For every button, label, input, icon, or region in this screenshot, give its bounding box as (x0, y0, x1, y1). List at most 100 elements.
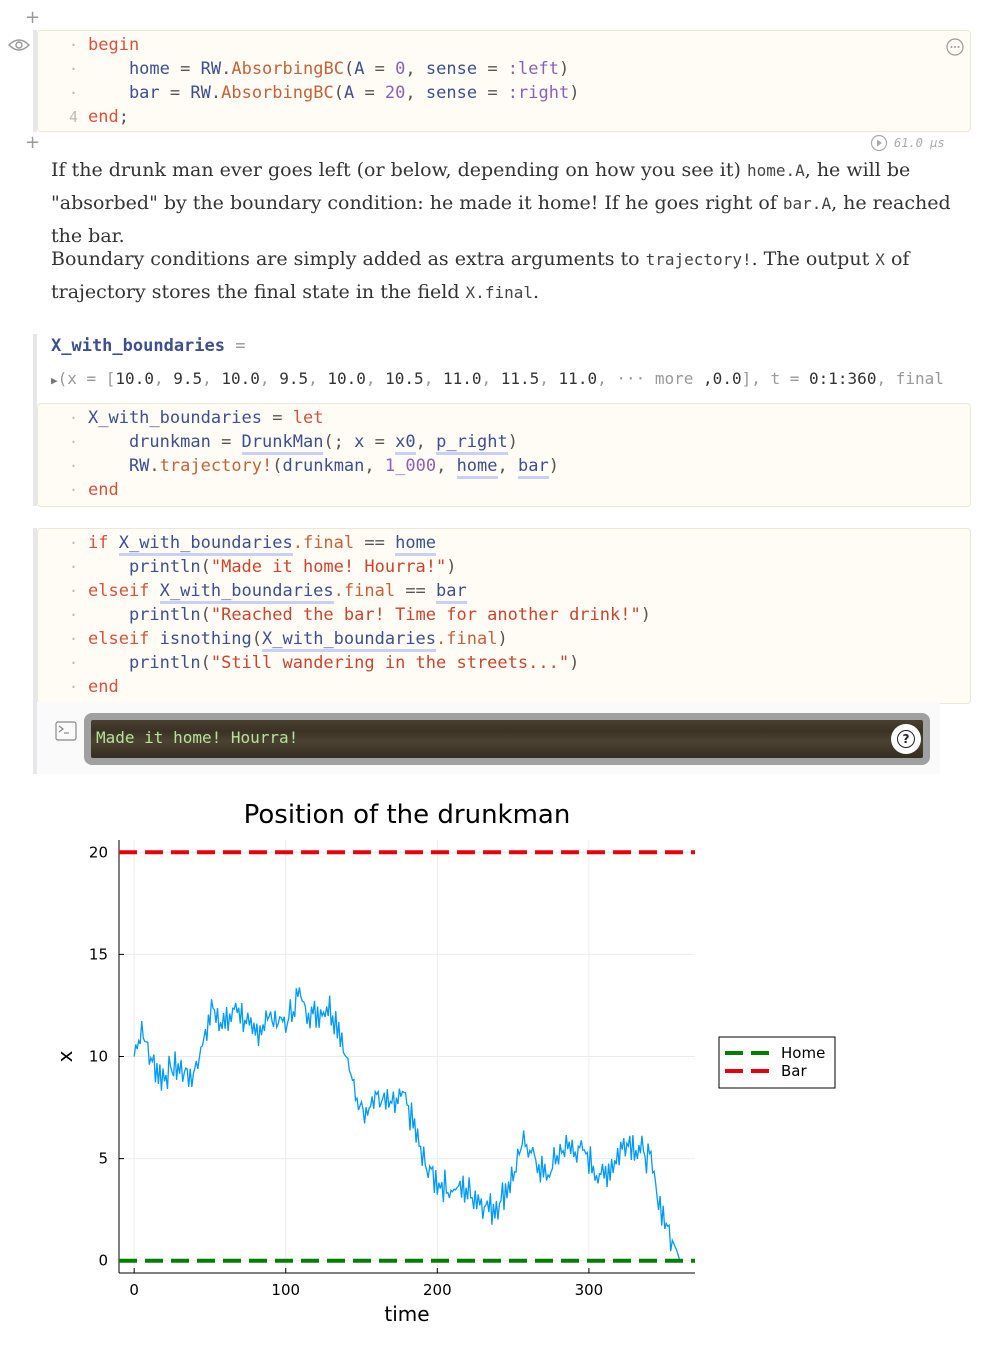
output-tuple-tree[interactable]: ▶(x = [10.0, 9.5, 10.0, 9.5, 10.0, 10.5,… (51, 369, 944, 388)
code-reference-link[interactable]: X_with_boundaries (262, 629, 437, 652)
code-line[interactable]: bar = RW.AbsorbingBC(A = 20, sense = :ri… (88, 81, 580, 105)
x-tick-label: 0 (129, 1281, 139, 1299)
tuple-value: 10.5 (385, 369, 424, 388)
tuple-value: 11.0 (558, 369, 598, 388)
code-token: ( (200, 653, 211, 673)
eye-icon[interactable] (8, 37, 30, 53)
code-line[interactable]: elseif isnothing(X_with_boundaries.final… (88, 627, 508, 652)
line-gutter: · (68, 433, 78, 451)
code-token: "Still wandering in the streets..." (210, 653, 570, 673)
y-tick-label: 15 (89, 945, 108, 963)
expand-triangle-icon[interactable]: ▶ (51, 374, 58, 387)
code-line[interactable]: println("Still wandering in the streets.… (88, 651, 579, 675)
code-cell-2[interactable]: · X_with_boundaries = let · drunkman = Dru… (37, 403, 971, 507)
code-token: = (477, 83, 508, 103)
code-token: println (88, 653, 201, 673)
code-token: , (497, 456, 518, 476)
code-reference-link[interactable]: p_right (436, 432, 508, 455)
code-line[interactable]: elseif X_with_boundaries.final == bar (88, 579, 467, 604)
more-button[interactable]: ··· more (616, 369, 694, 388)
code-line[interactable]: drunkman = DrunkMan(; x = x0, p_right) (88, 430, 518, 455)
code-cell-3[interactable]: · if X_with_boundaries.final == home · pri… (37, 528, 971, 704)
code-token: . (149, 456, 160, 476)
code-line[interactable]: X_with_boundaries = let (88, 406, 323, 430)
code-token: ( (200, 557, 211, 577)
play-icon (870, 134, 888, 152)
code-token: ( (200, 605, 211, 625)
line-gutter: · (68, 84, 78, 102)
code-token: ( (333, 83, 344, 103)
code-token: , (415, 432, 437, 452)
code-token: X_with_boundaries (88, 408, 262, 428)
inline-code: home.A (746, 161, 805, 180)
line-gutter: · (68, 457, 78, 475)
code-token: drunkman (88, 432, 211, 452)
stdout-output: Made it home! Hourra! ? (84, 713, 930, 765)
code-token: "Reached the bar! Time for another drink… (210, 605, 641, 625)
code-line[interactable]: RW.trajectory!(drunkman, 1_000, home, ba… (88, 454, 559, 479)
code-token: ) (640, 605, 651, 625)
code-token: A (354, 59, 365, 79)
code-reference-link[interactable]: home (456, 456, 498, 479)
x-tick-label: 300 (575, 1281, 604, 1299)
code-reference-link[interactable]: x0 (395, 432, 416, 455)
code-token: == (395, 581, 437, 601)
code-line[interactable]: end (88, 478, 119, 502)
y-tick-label: 5 (98, 1150, 108, 1168)
code-token: AbsorbingBC (231, 59, 344, 79)
code-token: ( (272, 456, 283, 476)
line-gutter: · (68, 481, 78, 499)
code-line[interactable]: home = RW.AbsorbingBC(A = 0, sense = :le… (88, 57, 569, 81)
code-reference-link[interactable]: X_with_boundaries (118, 533, 293, 556)
code-token: elseif (88, 581, 160, 601)
code-line[interactable]: if X_with_boundaries.final == home (88, 531, 437, 556)
code-line[interactable]: end; (88, 105, 129, 129)
code-cell-1[interactable]: · begin · home = RW.AbsorbingBC(A = 0, sen… (37, 30, 971, 132)
code-line[interactable]: println("Reached the bar! Time for anoth… (88, 603, 651, 627)
code-token: let (292, 408, 324, 428)
line-gutter: · (68, 654, 78, 672)
code-token: 0 (395, 59, 406, 79)
code-token: 20 (384, 83, 406, 103)
code-token: = (364, 59, 396, 79)
code-token: ) (507, 432, 518, 452)
line-gutter: · (68, 36, 78, 54)
code-token: .final (333, 581, 396, 601)
code-token: = (262, 408, 293, 428)
code-line[interactable]: println("Made it home! Hourra!") (88, 555, 457, 579)
help-button[interactable]: ? (891, 724, 921, 754)
legend-box (718, 1036, 836, 1089)
code-token: , (364, 456, 385, 476)
prose-text: of trajectory stores the final state in … (51, 248, 910, 303)
y-tick-label: 20 (89, 843, 108, 861)
code-reference-link[interactable]: bar (518, 456, 549, 479)
code-token: (; (323, 432, 355, 452)
line-gutter: · (68, 630, 78, 648)
code-token: home (88, 59, 170, 79)
x-axis-label: time (384, 1302, 429, 1326)
markdown-paragraph: Boundary conditions are simply added as … (51, 243, 966, 309)
inline-code: X.final (465, 283, 533, 302)
add-cell-button[interactable]: + (25, 132, 41, 153)
code-token: = (364, 432, 396, 452)
code-token: trajectory! (159, 456, 273, 476)
x-tick-label: 100 (271, 1281, 300, 1299)
code-token: sense (425, 59, 478, 79)
code-reference-link[interactable]: X_with_boundaries (159, 581, 334, 604)
code-reference-link[interactable]: bar (436, 581, 467, 604)
code-token: ( (343, 59, 355, 79)
code-token: begin (88, 35, 140, 55)
code-reference-link[interactable]: DrunkMan (241, 432, 324, 455)
cell-menu-icon[interactable] (946, 38, 964, 56)
code-reference-link[interactable]: home (395, 533, 437, 556)
code-token: println (88, 557, 201, 577)
drunkman-position-chart: 0 100 200 300 0 5 10 15 20 Position of the drunkm… (53, 800, 836, 1326)
code-token: end (88, 677, 119, 697)
add-cell-button[interactable]: + (25, 7, 41, 28)
inline-code: X (875, 250, 885, 269)
code-token: end (88, 107, 119, 127)
prose-text: , he will be "absorbed" by the boundary … (51, 159, 911, 214)
line-gutter: · (68, 558, 78, 576)
code-line[interactable]: begin (88, 33, 139, 57)
code-line[interactable]: end (88, 675, 119, 699)
